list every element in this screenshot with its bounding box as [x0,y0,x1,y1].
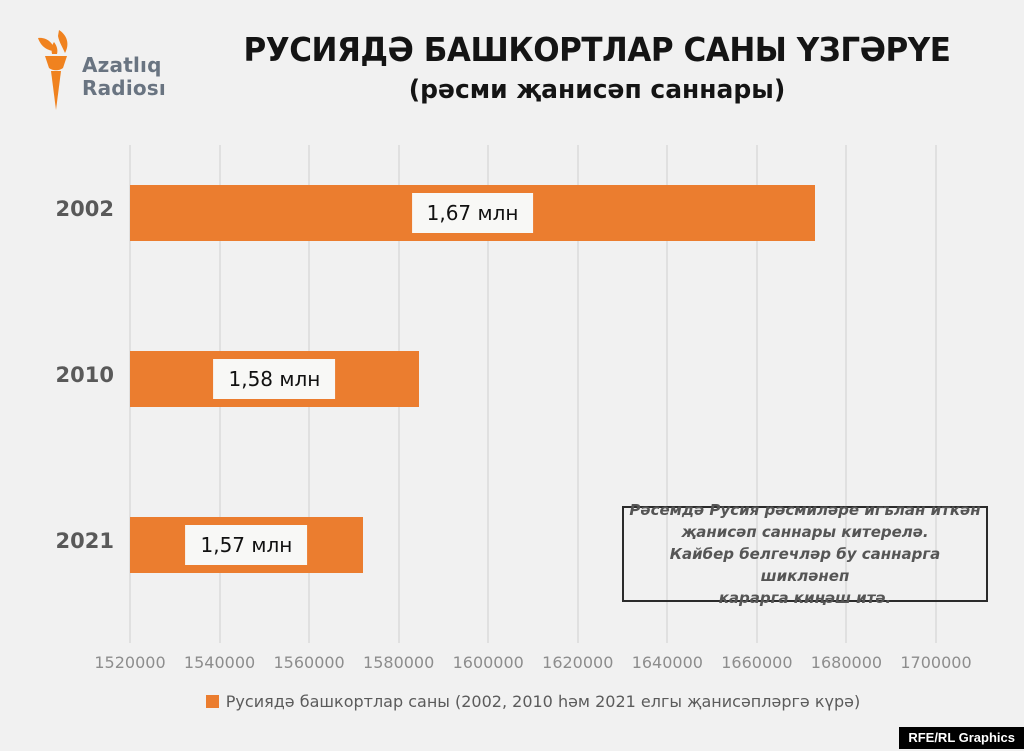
logo-line-1: Azatlıq [82,53,162,77]
gridline [487,145,490,643]
legend: Русиядә башкортлар саны (2002, 2010 һәм … [130,692,936,711]
value-label: 1,58 млн [213,359,336,399]
logo-wordmark: Azatlıq Radiosı [82,54,166,100]
gridline [935,145,937,643]
value-label: 1,67 млн [411,193,534,233]
legend-marker-icon [205,695,219,708]
gridline [755,145,758,643]
credit-badge: RFE/RL Graphics [899,727,1024,749]
torch-icon [38,30,68,110]
bar-row: 2021 1,57 млн [56,477,936,643]
category-label: 2002 [55,197,114,221]
legend-label: Русиядә башкортлар саны (2002, 2010 һәм … [225,692,861,711]
header: РУСИЯДӘ БАШКОРТЛАР САНЫ ҮЗГӘРҮЕ (рәсми җ… [170,30,1024,105]
x-tick-label: 1700000 [900,653,972,672]
bar-row: 2002 1,67 млн [56,145,936,311]
gridline [666,145,669,643]
category-label: 2010 [55,363,114,387]
x-tick-label: 1540000 [183,653,256,672]
chart-title: РУСИЯДӘ БАШКОРТЛАР САНЫ ҮЗГӘРҮЕ [243,30,951,69]
gridline [845,145,848,643]
bar-row: 2010 1,58 млн [56,311,936,477]
annotation-box: Рәсемдә Русия рәсмиләре игълан иткән җан… [622,501,988,607]
x-axis: 1520000 1540000 1560000 1580000 1600000 16200… [94,653,971,675]
x-tick-label: 1520000 [94,653,166,672]
category-label: 2021 [55,529,114,553]
x-tick-label: 1660000 [721,653,793,672]
x-tick-label: 1580000 [363,653,435,672]
annotation-text: Рәсемдә Русия рәсмиләре игълан иткән җан… [629,501,981,607]
value-label: 1,57 млн [185,525,308,565]
gridline [576,145,579,643]
chart-subtitle: (рәсми җанисәп саннары) [408,75,786,105]
x-tick-label: 1640000 [631,653,703,672]
azatliq-radiosi-logo: Azatlıq Radiosı [34,30,166,114]
logo-line-2: Radiosı [82,76,166,100]
plot-area: 2002 1,67 млн 2010 1,58 млн 2021 1,57 млн [56,145,937,643]
x-tick-label: 1680000 [810,653,883,672]
x-tick-label: 1600000 [452,653,524,672]
x-tick-label: 1560000 [273,653,345,672]
x-tick-label: 1620000 [542,653,614,672]
